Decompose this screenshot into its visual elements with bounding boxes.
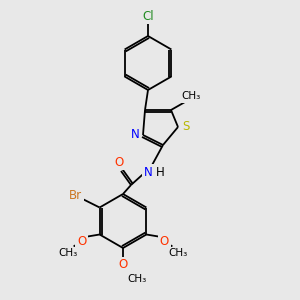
- Text: CH₃: CH₃: [58, 248, 77, 259]
- Text: O: O: [114, 155, 124, 169]
- Text: H: H: [156, 166, 164, 178]
- Text: Cl: Cl: [142, 10, 154, 22]
- Text: S: S: [182, 121, 190, 134]
- Text: CH₃: CH₃: [128, 274, 147, 284]
- Text: N: N: [130, 128, 140, 142]
- Text: CH₃: CH₃: [169, 248, 188, 259]
- Text: CH₃: CH₃: [182, 91, 201, 101]
- Text: O: O: [118, 259, 127, 272]
- Text: O: O: [160, 235, 169, 248]
- Text: N: N: [144, 166, 152, 178]
- Text: O: O: [77, 235, 86, 248]
- Text: Br: Br: [69, 189, 82, 202]
